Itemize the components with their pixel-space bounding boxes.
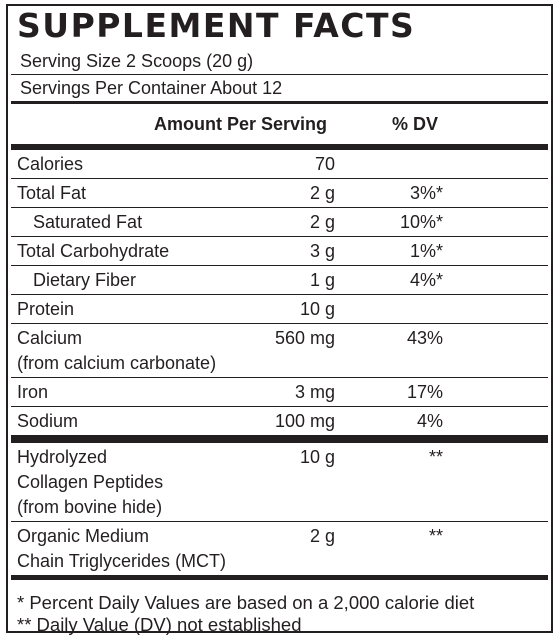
- nutrient-name: (from calcium carbonate): [17, 353, 217, 373]
- amount: 2 g: [309, 183, 335, 203]
- nutrient-name: Sodium: [17, 411, 79, 431]
- title: SUPPLEMENT FACTS: [17, 6, 416, 45]
- nutrient-name: Protein: [17, 299, 75, 319]
- footnotes: * Percent Daily Values are based on a 2,…: [8, 580, 551, 636]
- amount: 10 g: [299, 299, 335, 319]
- amount: 2 g: [309, 526, 335, 546]
- daily-value: 17%: [406, 382, 443, 402]
- nutrient-row: Organic Medium Chain Triglycerides (MCT) 2…: [11, 522, 548, 580]
- amount-header: Amount Per Serving: [154, 114, 328, 134]
- amount: 3 g: [309, 241, 335, 261]
- nutrient-row: Dietary Fiber 1 g 4%*: [11, 266, 548, 295]
- daily-value: **: [428, 526, 443, 546]
- serving-size: Serving Size 2 Scoops (20 g): [11, 48, 548, 75]
- nutrient-name: Saturated Fat: [33, 212, 143, 232]
- footnote: ** Daily Value (DV) not established: [17, 614, 302, 635]
- daily-value: 1%*: [409, 241, 443, 261]
- nutrient-row: Hydrolyzed Collagen Peptides (from bovine …: [11, 443, 548, 522]
- daily-value: 43%: [406, 328, 443, 348]
- nutrient-name: Total Carbohydrate: [17, 241, 170, 261]
- amount: 1 g: [309, 270, 335, 290]
- nutrient-name: Total Fat: [17, 183, 87, 203]
- nutrient-row: Protein 10 g: [11, 295, 548, 324]
- amount: 100 mg: [274, 411, 335, 431]
- servings-per-container: Servings Per Container About 12: [20, 78, 283, 98]
- nutrient-name: Calcium: [17, 328, 83, 348]
- nutrient-name: Calories: [17, 154, 84, 174]
- nutrient-row: Saturated Fat 2 g 10%*: [11, 208, 548, 237]
- nutrient-name: Collagen Peptides: [17, 472, 164, 492]
- dv-header: % DV: [392, 114, 439, 134]
- daily-value: 4%*: [409, 270, 443, 290]
- nutrient-row: Calcium (from calcium carbonate) 560 mg 43%: [11, 324, 548, 378]
- nutrient-name: Chain Triglycerides (MCT): [17, 551, 227, 571]
- nutrient-row: Iron 3 mg 17%: [11, 378, 548, 407]
- amount: 10 g: [299, 447, 335, 467]
- nutrient-name: Hydrolyzed: [17, 447, 108, 467]
- daily-value: 3%*: [409, 183, 443, 203]
- supplement-facts-label: SUPPLEMENT FACTS Serving Size 2 Scoops (…: [6, 4, 553, 636]
- amount: 70: [314, 154, 335, 174]
- nutrient-name: (from bovine hide): [17, 497, 163, 517]
- amount: 2 g: [309, 212, 335, 232]
- nutrient-name: Iron: [17, 382, 49, 402]
- nutrient-row: Calories 70: [11, 150, 548, 179]
- daily-value: **: [428, 447, 443, 467]
- amount: 3 mg: [294, 382, 335, 402]
- amount: 560 mg: [274, 328, 335, 348]
- nutrient-row: Total Carbohydrate 3 g 1%*: [11, 237, 548, 266]
- daily-value: 4%: [416, 411, 443, 431]
- nutrient-name: Organic Medium: [17, 526, 150, 546]
- daily-value: 10%*: [399, 212, 443, 232]
- nutrient-rows: Calories 70 Total Fat 2 g 3%* Saturated Fat 2 …: [8, 150, 551, 580]
- nutrient-name: Dietary Fiber: [33, 270, 137, 290]
- footnote: * Percent Daily Values are based on a 2,…: [17, 592, 475, 613]
- nutrient-row: Sodium 100 mg 4%: [11, 407, 548, 443]
- nutrient-row: Total Fat 2 g 3%*: [11, 179, 548, 208]
- column-header: Amount Per Serving % DV: [11, 101, 548, 150]
